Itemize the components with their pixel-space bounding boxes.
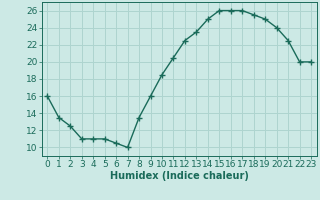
- X-axis label: Humidex (Indice chaleur): Humidex (Indice chaleur): [110, 171, 249, 181]
